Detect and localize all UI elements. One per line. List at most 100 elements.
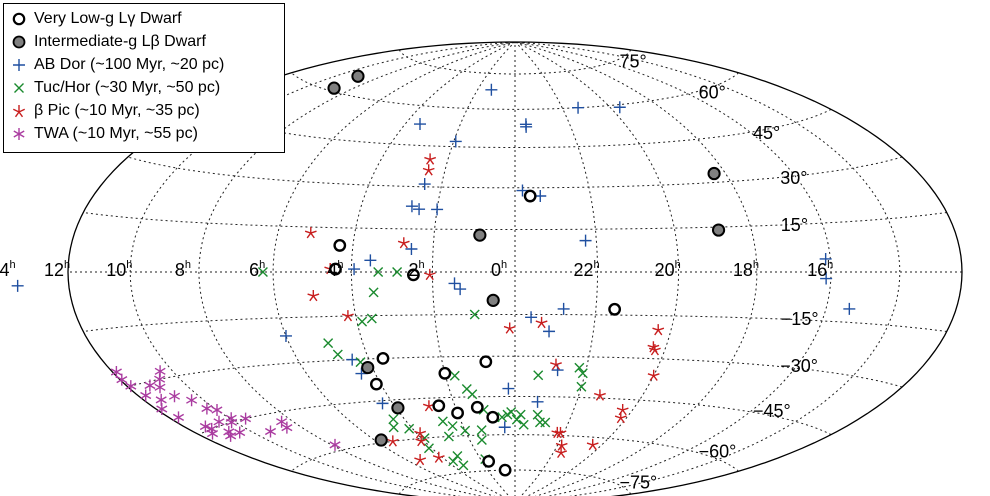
plus-marker bbox=[819, 252, 832, 265]
open-circle-marker bbox=[438, 366, 452, 380]
x-marker bbox=[467, 389, 478, 400]
filled-circle-marker bbox=[707, 166, 721, 181]
legend-label: Very Low-g Lγ Dwarf bbox=[34, 10, 182, 27]
star-marker bbox=[652, 324, 665, 336]
legend-label: Tuc/Hor (~30 Myr, ~50 pc) bbox=[34, 79, 221, 96]
asterisk-marker bbox=[225, 429, 237, 442]
plus-marker bbox=[431, 203, 444, 216]
plus-marker bbox=[843, 302, 856, 315]
open-circle-marker bbox=[470, 400, 484, 414]
legend-entry-gamma: Very Low-g Lγ Dwarf bbox=[10, 8, 182, 30]
x-marker bbox=[577, 368, 588, 379]
asterisk-marker bbox=[240, 412, 252, 425]
x-marker bbox=[511, 414, 522, 425]
open-circle-marker bbox=[432, 399, 446, 413]
asterisk-marker bbox=[168, 390, 181, 403]
asterisk-marker bbox=[155, 393, 167, 406]
star-marker bbox=[616, 403, 629, 416]
x-marker bbox=[388, 414, 399, 425]
asterisk-marker bbox=[172, 411, 185, 424]
dec-tick-label: −60° bbox=[699, 441, 737, 461]
open-circle-marker bbox=[329, 262, 342, 276]
x-marker bbox=[476, 435, 487, 446]
x-marker bbox=[452, 450, 463, 461]
filled-circle-marker bbox=[361, 360, 375, 375]
legend-entry-betapic: β Pic (~10 Myr, ~35 pc) bbox=[10, 100, 200, 122]
ra-tick-label: 8h bbox=[175, 259, 191, 280]
asterisk-marker bbox=[211, 404, 223, 416]
plus-marker bbox=[613, 101, 626, 114]
ra-gridline bbox=[514, 41, 901, 496]
plus-marker bbox=[414, 118, 426, 131]
star-icon bbox=[12, 105, 26, 118]
x-marker bbox=[458, 460, 469, 471]
star-marker bbox=[432, 451, 445, 463]
filled-circle-marker bbox=[327, 81, 341, 95]
x-marker bbox=[404, 423, 415, 434]
star-marker bbox=[424, 153, 437, 165]
asterisk-marker bbox=[264, 425, 277, 438]
x-marker bbox=[540, 417, 551, 428]
star-marker bbox=[614, 411, 627, 424]
x-marker bbox=[373, 267, 384, 277]
ra-gridline bbox=[514, 41, 598, 496]
open-circle-marker bbox=[376, 351, 390, 365]
star-marker bbox=[550, 358, 562, 370]
ra-gridline bbox=[129, 41, 516, 496]
filled-circle-marker bbox=[486, 293, 500, 307]
x-marker bbox=[437, 416, 448, 427]
x-marker bbox=[388, 422, 399, 433]
open-circle-icon bbox=[12, 12, 26, 26]
asterisk-marker bbox=[201, 402, 213, 415]
dec-tick-label: −30° bbox=[780, 356, 818, 376]
star-marker bbox=[555, 446, 568, 459]
asterisk-marker bbox=[199, 420, 211, 433]
asterisk-marker bbox=[223, 425, 235, 438]
x-marker bbox=[357, 316, 368, 327]
x-marker bbox=[423, 443, 434, 454]
x-marker bbox=[368, 287, 379, 298]
asterisk-marker bbox=[234, 426, 246, 439]
legend-label: AB Dor (~100 Myr, ~20 pc) bbox=[34, 56, 225, 73]
filled-circle-marker bbox=[473, 228, 487, 242]
filled-circle-marker bbox=[351, 69, 365, 83]
filled-circle-marker bbox=[374, 433, 388, 447]
open-circle-marker bbox=[498, 463, 512, 477]
star-marker bbox=[414, 453, 427, 466]
open-circle-marker bbox=[451, 406, 464, 420]
x-marker bbox=[515, 409, 526, 420]
legend-entry-abdor: AB Dor (~100 Myr, ~20 pc) bbox=[10, 54, 224, 76]
star-marker bbox=[647, 341, 660, 353]
star-marker bbox=[397, 237, 410, 249]
dec-tick-label: 30° bbox=[780, 168, 807, 188]
open-circle-marker bbox=[406, 268, 420, 282]
plus-marker bbox=[502, 382, 515, 395]
plus-marker bbox=[376, 397, 389, 410]
x-marker bbox=[443, 431, 454, 442]
star-marker bbox=[422, 400, 435, 412]
open-circle-marker bbox=[479, 355, 493, 369]
plus-marker bbox=[579, 234, 592, 247]
dec-tick-label: 60° bbox=[699, 83, 726, 103]
x-marker bbox=[506, 407, 517, 418]
x-marker bbox=[476, 425, 487, 436]
legend-label: Intermediate-g Lβ Dwarf bbox=[34, 33, 206, 50]
plus-marker bbox=[531, 395, 544, 408]
x-marker bbox=[469, 309, 480, 320]
x-icon bbox=[14, 83, 24, 93]
star-marker bbox=[423, 268, 436, 281]
open-circle-marker bbox=[608, 302, 622, 316]
legend: Very Low-g Lγ Dwarf Intermediate-g Lβ Dw… bbox=[3, 3, 285, 153]
filled-circle-marker bbox=[391, 401, 405, 415]
dec-tick-label: −15° bbox=[781, 309, 819, 329]
star-marker bbox=[535, 316, 548, 329]
star-marker bbox=[647, 369, 660, 381]
ra-tick-label: 16h bbox=[807, 259, 833, 280]
plus-marker bbox=[454, 283, 467, 296]
legend-label: β Pic (~10 Myr, ~35 pc) bbox=[34, 102, 200, 119]
legend-entry-tuchor: Tuc/Hor (~30 Myr, ~50 pc) bbox=[10, 77, 220, 99]
x-marker bbox=[332, 349, 343, 360]
asterisk-icon bbox=[13, 128, 25, 140]
x-marker bbox=[323, 338, 334, 349]
